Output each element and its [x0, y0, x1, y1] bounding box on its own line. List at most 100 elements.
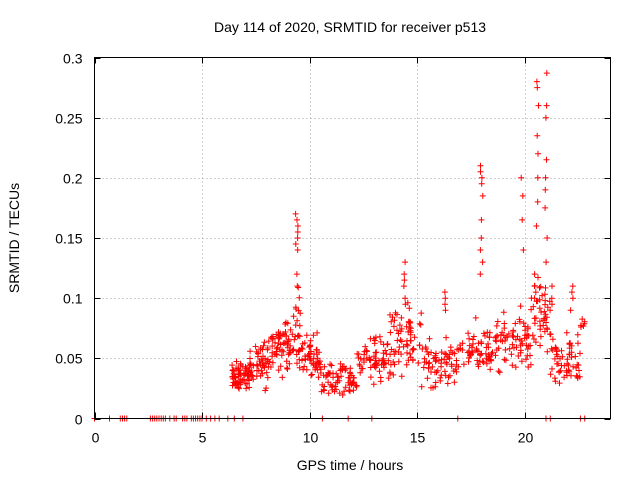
data-point [394, 311, 400, 318]
data-point [485, 340, 491, 347]
data-point [277, 341, 284, 348]
data-point [576, 373, 583, 380]
data-point [442, 301, 448, 308]
data-point [477, 247, 484, 253]
data-point [294, 360, 300, 367]
data-point [478, 174, 485, 181]
data-point [313, 351, 320, 358]
data-point [531, 336, 537, 342]
data-point [434, 367, 441, 374]
data-point [271, 351, 278, 358]
data-point [480, 330, 487, 337]
data-point [517, 349, 524, 356]
data-point [319, 381, 326, 388]
data-point [404, 342, 411, 349]
data-point [569, 295, 576, 302]
data-point [263, 385, 270, 392]
data-point [264, 346, 271, 353]
data-point [295, 332, 302, 339]
data-point [470, 333, 477, 340]
data-point [453, 368, 460, 375]
data-point [294, 235, 301, 241]
data-point [494, 332, 501, 339]
data-point [506, 345, 513, 352]
data-point [478, 216, 485, 223]
data-point [548, 295, 555, 302]
data-point [333, 379, 339, 386]
data-point [377, 378, 384, 385]
data-point [424, 375, 431, 382]
data-point [426, 335, 433, 342]
data-point [509, 341, 516, 348]
data-point [301, 340, 308, 346]
data-point [372, 361, 379, 368]
data-point [326, 370, 332, 377]
data-point [423, 345, 430, 352]
data-point [518, 358, 525, 365]
data-point [400, 343, 407, 350]
data-point [542, 204, 549, 211]
data-point [539, 292, 546, 299]
data-point [542, 301, 548, 308]
data-point [336, 377, 343, 384]
data-point [284, 338, 291, 345]
data-point [536, 318, 543, 325]
data-point [294, 216, 300, 223]
data-point [509, 362, 516, 369]
y-tick-label: 0.25 [55, 111, 82, 127]
data-point [420, 364, 427, 371]
data-point [547, 371, 554, 378]
data-point [308, 372, 315, 379]
data-point [371, 340, 378, 347]
data-point [294, 317, 301, 324]
data-point [265, 338, 272, 345]
data-point [541, 308, 548, 315]
data-point [257, 372, 264, 379]
data-point [549, 283, 555, 290]
data-point [576, 367, 582, 374]
data-point [542, 174, 549, 181]
data-point [345, 374, 352, 381]
data-point [252, 343, 259, 350]
data-point [341, 388, 348, 395]
data-point [287, 326, 294, 333]
data-point [290, 313, 297, 320]
data-point [278, 352, 285, 359]
data-point [404, 349, 410, 356]
data-point [301, 363, 308, 370]
data-point [296, 322, 303, 329]
data-point [549, 336, 556, 343]
data-points [91, 70, 588, 422]
data-point [508, 351, 515, 358]
data-point [342, 384, 349, 391]
y-tick-label: 0.3 [63, 51, 83, 67]
x-tick-label: 0 [92, 430, 100, 446]
data-point [543, 70, 550, 77]
data-point [296, 364, 303, 371]
data-point [275, 367, 282, 374]
data-point [387, 370, 394, 377]
data-point [433, 369, 440, 376]
data-point [561, 374, 568, 381]
data-point [353, 383, 360, 390]
data-point [285, 337, 292, 344]
data-point [478, 350, 485, 357]
data-point [299, 357, 305, 364]
data-point [380, 355, 387, 362]
data-point [510, 327, 517, 334]
data-point [398, 373, 405, 380]
data-point [444, 380, 451, 387]
data-point [568, 289, 575, 296]
data-point [536, 296, 543, 303]
data-point [479, 358, 486, 365]
data-point [376, 333, 383, 340]
data-point [466, 354, 472, 361]
data-point [293, 351, 300, 358]
data-point [537, 333, 544, 340]
data-point [263, 369, 270, 376]
data-point [367, 374, 374, 381]
data-point [403, 361, 410, 368]
data-point [477, 271, 484, 278]
data-point [442, 307, 449, 314]
data-point [536, 284, 543, 291]
